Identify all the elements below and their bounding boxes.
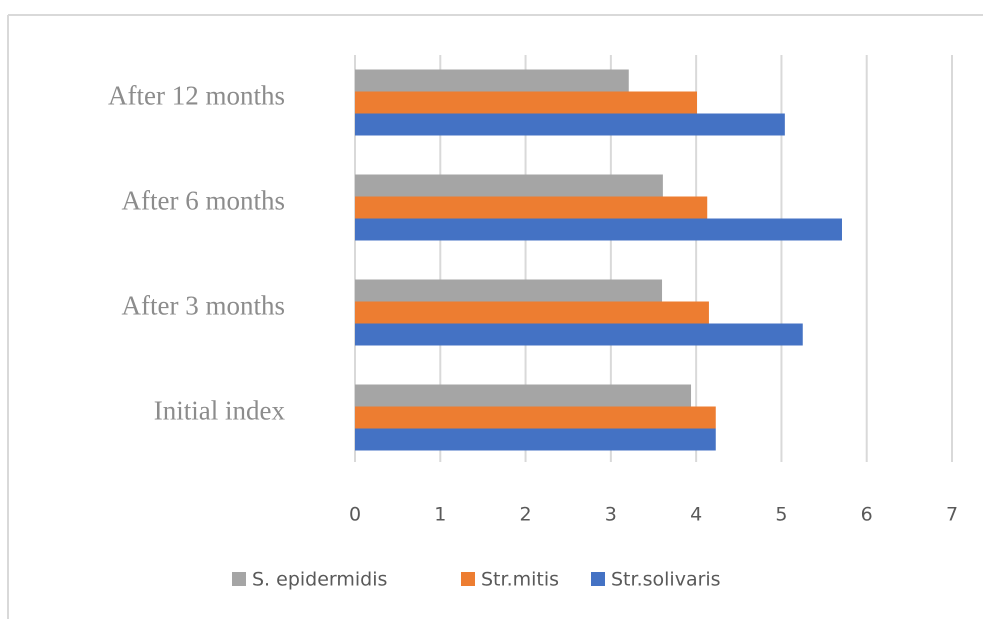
legend-swatch <box>232 572 246 586</box>
x-tick-label: 0 <box>349 504 361 526</box>
legend-label: Str.mitis <box>481 569 559 591</box>
bar <box>355 196 708 219</box>
legend-label: Str.solivaris <box>611 569 721 591</box>
bar <box>355 428 716 451</box>
x-tick-label: 6 <box>861 504 873 526</box>
bar <box>355 174 663 197</box>
legend-label: S. epidermidis <box>252 569 387 591</box>
y-tick-label: After 3 months <box>122 291 285 321</box>
x-tick-label: 4 <box>690 504 702 526</box>
bar <box>355 113 785 136</box>
bar <box>355 69 629 92</box>
x-tick-label: 7 <box>946 504 958 526</box>
legend-swatch <box>461 572 475 586</box>
x-tick-label: 2 <box>520 504 532 526</box>
bar <box>355 384 692 407</box>
x-tick-label: 1 <box>434 504 446 526</box>
bar <box>355 91 697 114</box>
bar <box>355 406 716 429</box>
y-tick-label: After 12 months <box>108 81 285 111</box>
x-tick-label: 3 <box>605 504 617 526</box>
y-tick-label: After 6 months <box>122 186 285 216</box>
y-tick-label: Initial index <box>154 396 286 426</box>
x-tick-label: 5 <box>775 504 787 526</box>
bar <box>355 323 803 346</box>
bar <box>355 279 663 302</box>
bar <box>355 218 842 241</box>
legend-swatch <box>591 572 605 586</box>
bar <box>355 301 709 324</box>
